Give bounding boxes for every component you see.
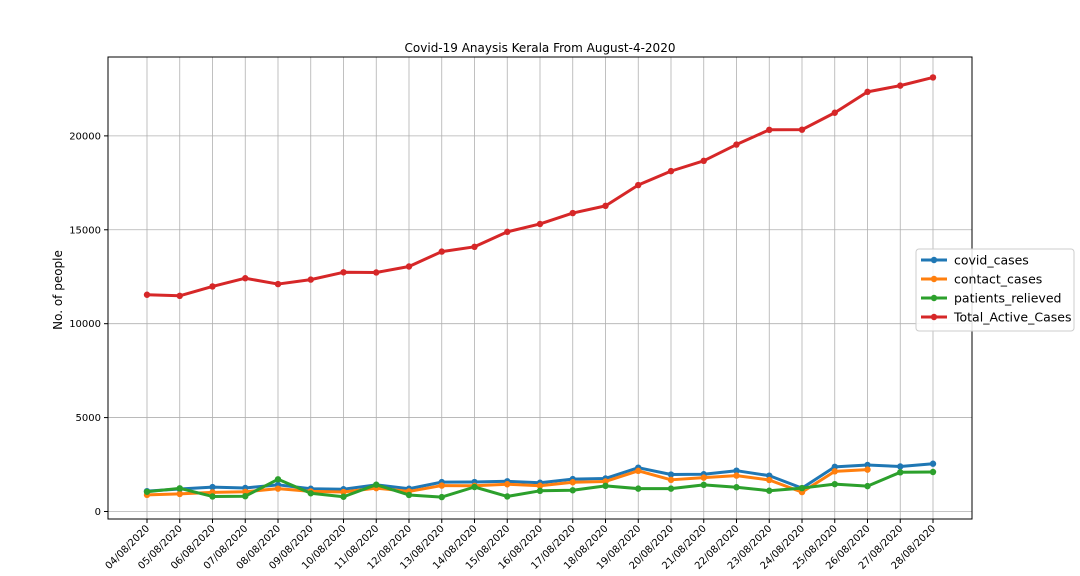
y-axis-label: No. of people xyxy=(51,250,65,330)
data-point xyxy=(274,280,282,288)
data-point xyxy=(635,467,642,475)
y-tick-label: 10000 xyxy=(69,319,101,330)
data-point xyxy=(438,248,445,255)
data-point xyxy=(176,485,183,492)
data-point xyxy=(831,480,838,488)
data-point xyxy=(766,126,773,134)
data-point xyxy=(340,269,347,276)
data-point xyxy=(798,126,806,133)
data-point xyxy=(864,466,871,473)
data-point xyxy=(602,482,609,490)
data-point xyxy=(864,88,871,96)
data-point xyxy=(242,493,249,500)
legend-box xyxy=(915,248,1075,332)
legend-marker xyxy=(930,275,938,283)
data-point xyxy=(733,484,740,491)
data-point xyxy=(438,493,445,501)
data-point xyxy=(209,483,216,491)
y-tick-label: 15000 xyxy=(69,225,101,236)
data-point xyxy=(700,481,707,489)
data-point xyxy=(536,220,544,228)
data-point xyxy=(831,109,838,116)
data-point xyxy=(536,482,544,489)
data-point xyxy=(405,491,413,499)
data-point xyxy=(667,167,675,175)
data-point xyxy=(700,157,707,164)
data-point xyxy=(242,275,249,282)
data-point xyxy=(864,461,871,469)
data-point xyxy=(602,202,609,210)
x-axis: 04/08/202005/08/202006/08/202007/08/2020… xyxy=(104,519,938,572)
series-Total_Active_Cases xyxy=(143,74,937,300)
y-axis: 0 5000 10000 15000 20000 xyxy=(69,131,108,518)
legend-label: patients_relieved xyxy=(954,291,1061,306)
data-point xyxy=(635,485,642,492)
data-point xyxy=(274,476,282,483)
data-point xyxy=(766,487,773,494)
data-point xyxy=(536,487,544,495)
data-point xyxy=(143,291,151,298)
legend-marker xyxy=(930,256,938,264)
data-point xyxy=(667,485,675,492)
data-point xyxy=(438,482,445,489)
data-point xyxy=(733,141,740,148)
data-point xyxy=(635,181,642,189)
data-point xyxy=(504,481,511,488)
data-point xyxy=(929,74,937,81)
legend-marker xyxy=(930,294,938,302)
data-point xyxy=(667,476,675,484)
data-point xyxy=(766,476,773,484)
data-point xyxy=(504,493,511,500)
data-point xyxy=(340,488,347,496)
data-point xyxy=(471,483,478,491)
data-point xyxy=(307,276,314,283)
data-point xyxy=(733,467,740,474)
data-point xyxy=(143,488,151,495)
data-point xyxy=(897,463,904,470)
data-point xyxy=(733,472,740,479)
data-point xyxy=(929,468,937,476)
legend-label: Total_Active_Cases xyxy=(953,310,1071,325)
data-point xyxy=(176,292,183,300)
data-point xyxy=(831,468,838,475)
data-point xyxy=(569,487,576,494)
data-point xyxy=(373,481,380,488)
data-point xyxy=(340,493,347,500)
data-point xyxy=(897,469,904,476)
data-point xyxy=(504,228,511,236)
data-point xyxy=(569,209,576,217)
chart-title: Covid-19 Anaysis Kerala From August-4-20… xyxy=(405,41,676,55)
data-point xyxy=(471,243,478,250)
data-point xyxy=(700,474,707,481)
legend-label: contact_cases xyxy=(954,272,1042,287)
data-point xyxy=(864,482,871,490)
legend-marker xyxy=(930,313,938,321)
data-point xyxy=(897,82,904,89)
data-point xyxy=(929,460,937,467)
data-point xyxy=(667,471,675,478)
data-point xyxy=(209,493,216,500)
data-point xyxy=(209,283,216,290)
series xyxy=(143,74,937,501)
data-point xyxy=(798,484,806,492)
data-point xyxy=(307,490,314,497)
grid xyxy=(108,57,972,519)
series-patients_relieved xyxy=(143,468,937,501)
data-point xyxy=(831,463,838,471)
data-point xyxy=(176,490,183,498)
legend: covid_cases contact_cases patients_relieve… xyxy=(915,248,1075,332)
data-point xyxy=(405,263,413,270)
data-point xyxy=(274,485,282,492)
legend-label: covid_cases xyxy=(954,253,1029,268)
data-point xyxy=(569,479,576,486)
y-tick-label: 20000 xyxy=(69,131,101,142)
y-tick-label: 0 xyxy=(95,507,101,518)
y-tick-label: 5000 xyxy=(76,413,101,424)
data-point xyxy=(242,488,249,495)
data-point xyxy=(373,269,380,276)
